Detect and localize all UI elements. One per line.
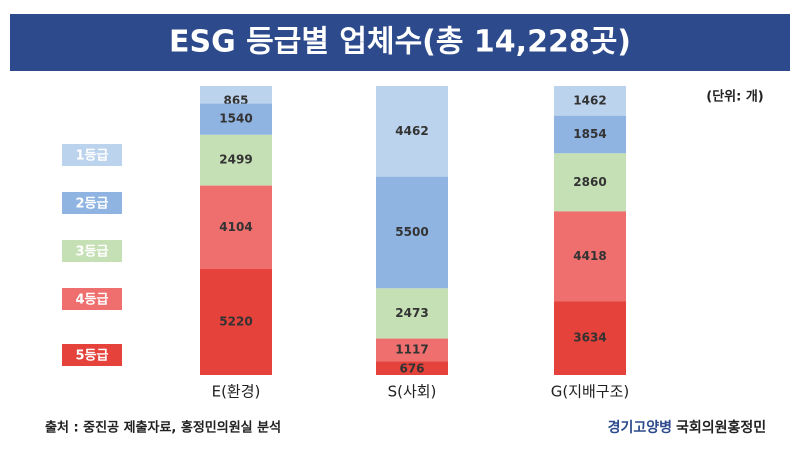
title-banner [10, 14, 790, 71]
data-label: 1540 [219, 112, 252, 126]
data-label: 4418 [573, 249, 606, 263]
x-tick-label: E(환경) [212, 383, 261, 401]
bar-segment [554, 153, 626, 212]
data-label: 1117 [395, 342, 428, 356]
legend-label: 3등급 [76, 245, 109, 260]
legend-swatch [62, 288, 122, 310]
legend-label: 5등급 [76, 349, 109, 364]
data-label: 1462 [573, 93, 606, 107]
bar-segment [200, 86, 272, 104]
legend-swatch [62, 240, 122, 262]
bar-segment [554, 86, 626, 116]
legend-label: 2등급 [76, 197, 109, 212]
bar-segment [376, 176, 448, 289]
bar-segment [554, 115, 626, 154]
data-label: 4104 [219, 220, 252, 234]
data-label: 5220 [219, 314, 252, 328]
bar-segment [376, 288, 448, 339]
bar-segment [376, 338, 448, 362]
bar-segment [376, 361, 448, 375]
legend-swatch [62, 344, 122, 366]
x-tick-label: S(사회) [388, 383, 437, 401]
bar-segment [200, 185, 272, 269]
data-label: 2473 [395, 306, 428, 320]
source: 출처 : 중진공 제출자료, 홍정민의원실 분석 [45, 420, 281, 436]
legend-swatch [62, 192, 122, 214]
data-label: 2499 [219, 153, 252, 167]
data-label: 4462 [395, 124, 428, 138]
bar-segment [554, 211, 626, 302]
data-label: 5500 [395, 225, 428, 239]
chart-title: ESG 등급별 업체수(총 14,228곳) [169, 25, 631, 60]
data-label: 676 [399, 362, 424, 376]
data-label: 2860 [573, 175, 606, 189]
legend-swatch [62, 144, 122, 166]
unit-note: (단위: 개) [706, 89, 764, 105]
bar-segment [554, 301, 626, 375]
bar-segment [200, 103, 272, 135]
data-label: 3634 [573, 331, 606, 345]
credit-region: 경기고양병 [608, 419, 672, 436]
credit-name: 국회의원홍정민 [676, 419, 766, 436]
bar-segment [200, 268, 272, 375]
bar-segment [200, 134, 272, 186]
data-label: 1854 [573, 127, 606, 141]
legend-label: 1등급 [76, 149, 109, 164]
legend-label: 4등급 [76, 293, 109, 308]
x-tick-label: G(지배구조) [551, 383, 630, 401]
bar-segment [376, 86, 448, 177]
